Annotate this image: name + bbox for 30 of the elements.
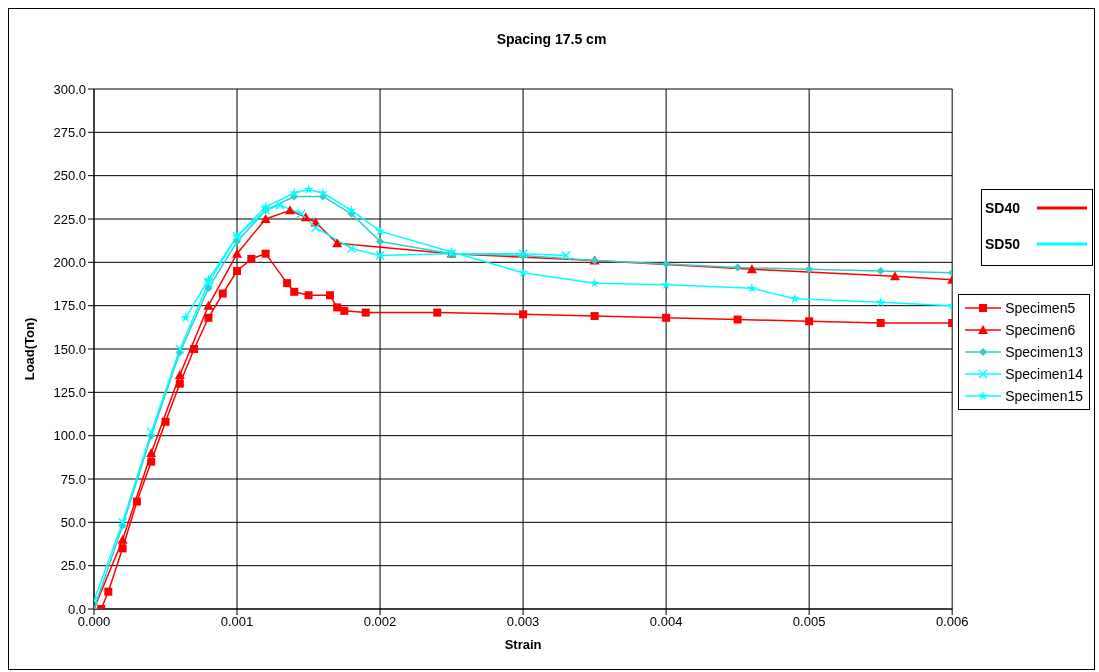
y-tick-label: 100.0 <box>53 428 86 444</box>
legend-label: Specimen13 <box>1005 344 1083 360</box>
legend-label: Specimen5 <box>1005 300 1076 316</box>
y-tick-label: 250.0 <box>53 168 86 184</box>
x-tick-label: 0.004 <box>649 614 683 630</box>
legend-label: Specimen15 <box>1005 388 1083 404</box>
y-tick-label: 275.0 <box>53 124 86 140</box>
x-tick-label: 0.000 <box>77 614 111 630</box>
x-tick-label: 0.006 <box>935 614 969 630</box>
x-axis-title: Strain <box>504 637 542 652</box>
y-tick-label: 25.0 <box>60 558 86 574</box>
y-tick-label: 0.0 <box>67 601 86 617</box>
y-axis-title: Load(Ton) <box>21 317 37 381</box>
y-tick-label: 225.0 <box>53 211 86 227</box>
text: SD50 <box>985 236 1022 252</box>
y-tick-label: 50.0 <box>60 514 86 530</box>
y-tick-label: 75.0 <box>60 471 86 487</box>
y-tick-label: 200.0 <box>53 254 86 270</box>
x-tick-label: 0.001 <box>220 614 254 630</box>
y-tick-label: 175.0 <box>53 298 86 314</box>
x-tick-label: 0.003 <box>506 614 540 630</box>
y-tick-label: 125.0 <box>53 384 86 400</box>
y-tick-label: 150.0 <box>53 341 86 357</box>
legend-label: Specimen6 <box>1005 322 1076 338</box>
y-tick-label: 300.0 <box>53 81 86 97</box>
x-tick-label: 0.002 <box>363 614 397 630</box>
x-tick-label: 0.005 <box>792 614 826 630</box>
text: SD40 <box>985 200 1022 216</box>
legend-label: Specimen14 <box>1005 366 1083 382</box>
chart-title: Spacing 17.5 cm <box>495 31 608 47</box>
